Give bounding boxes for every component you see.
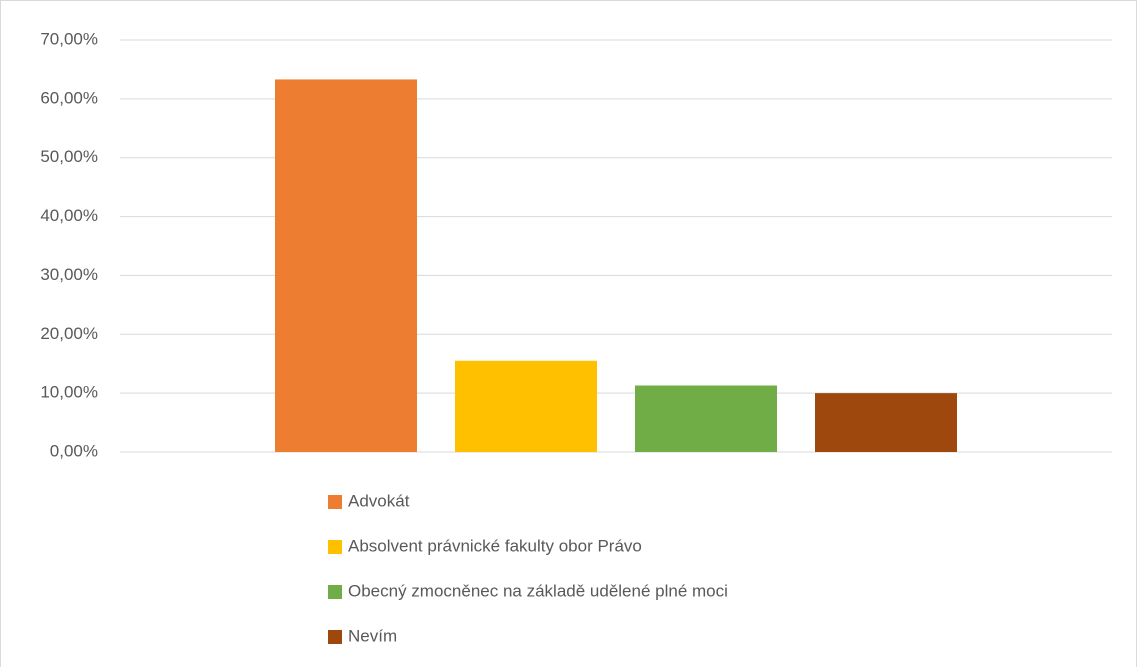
y-tick-label: 30,00% [40,265,98,284]
y-tick-label: 10,00% [40,383,98,402]
legend-swatch [328,630,342,644]
bar [815,393,957,452]
legend-swatch [328,495,342,509]
bar [275,79,417,452]
y-tick-label: 0,00% [50,441,98,460]
y-tick-label: 50,00% [40,147,98,166]
y-tick-label: 60,00% [40,88,98,107]
legend-label: Nevím [348,626,397,645]
legend-label: Absolvent právnické fakulty obor Právo [348,536,642,555]
y-tick-label: 70,00% [40,29,98,48]
legend-label: Advokát [348,491,410,510]
y-tick-label: 20,00% [40,324,98,343]
legend-swatch [328,585,342,599]
bar [455,360,597,452]
legend-swatch [328,540,342,554]
bar [635,385,777,452]
y-tick-label: 40,00% [40,206,98,225]
legend-label: Obecný zmocněnec na základě udělené plné… [348,581,728,600]
